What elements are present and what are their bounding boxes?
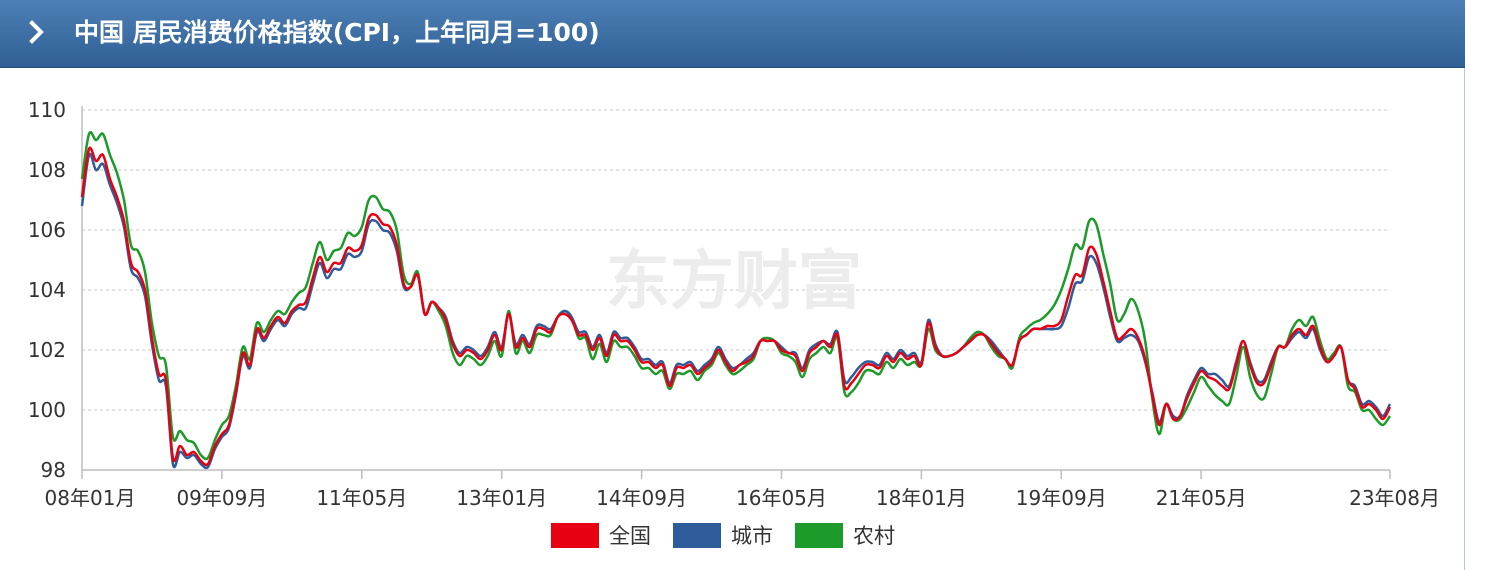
x-tick-label: 16年05月 (736, 486, 827, 510)
legend-swatch-urban (673, 522, 721, 548)
grid-lines (82, 109, 1390, 411)
x-tick-label: 18年01月 (876, 486, 967, 510)
x-tick-label: 13年01月 (456, 486, 547, 510)
watermark-text: 东方财富 (606, 245, 862, 319)
axes (81, 106, 1391, 479)
legend-swatch-national (551, 522, 599, 548)
legend-swatch-rural (795, 522, 843, 548)
y-tick-label: 110 (28, 98, 66, 122)
x-tick-label: 23年08月 (1349, 486, 1440, 510)
y-tick-label: 104 (28, 278, 66, 302)
y-tick-label: 106 (28, 218, 66, 242)
panel-title: 中国 居民消费价格指数(CPI，上年同月=100) (74, 18, 600, 47)
legend-item-national[interactable]: 全国 (551, 520, 651, 550)
tick-labels: 98 100 102 104 106 108 110 08年01月 09年09月 11年05月 13… (28, 98, 1440, 510)
x-tick-label: 08年01月 (45, 486, 136, 510)
panel-header: 中国 居民消费价格指数(CPI，上年同月=100) (0, 0, 1465, 68)
legend: 全国 城市 农村 (551, 520, 917, 550)
y-tick-label: 108 (28, 158, 66, 182)
x-tick-label: 21年05月 (1156, 486, 1247, 510)
cpi-line-chart: 东方财富 98 100 102 104 106 108 110 08年01月 09年09月 11年… (28, 98, 1440, 510)
x-tick-label: 14年09月 (596, 486, 687, 510)
series-line-national[interactable] (80, 146, 1392, 467)
y-tick-label: 98 (41, 458, 66, 482)
chevron-right-icon[interactable] (22, 17, 52, 47)
y-tick-label: 102 (28, 338, 66, 362)
y-tick-label: 100 (28, 398, 66, 422)
x-tick-label: 11年05月 (316, 486, 407, 510)
legend-label-national: 全国 (609, 524, 651, 548)
x-tick-label: 19年09月 (1016, 486, 1107, 510)
legend-label-rural: 农村 (853, 524, 895, 548)
x-tick-label: 09年09月 (176, 486, 267, 510)
legend-item-rural[interactable]: 农村 (795, 520, 895, 550)
series-lines (80, 130, 1392, 470)
legend-item-urban[interactable]: 城市 (673, 520, 773, 550)
legend-label-urban: 城市 (731, 524, 773, 548)
